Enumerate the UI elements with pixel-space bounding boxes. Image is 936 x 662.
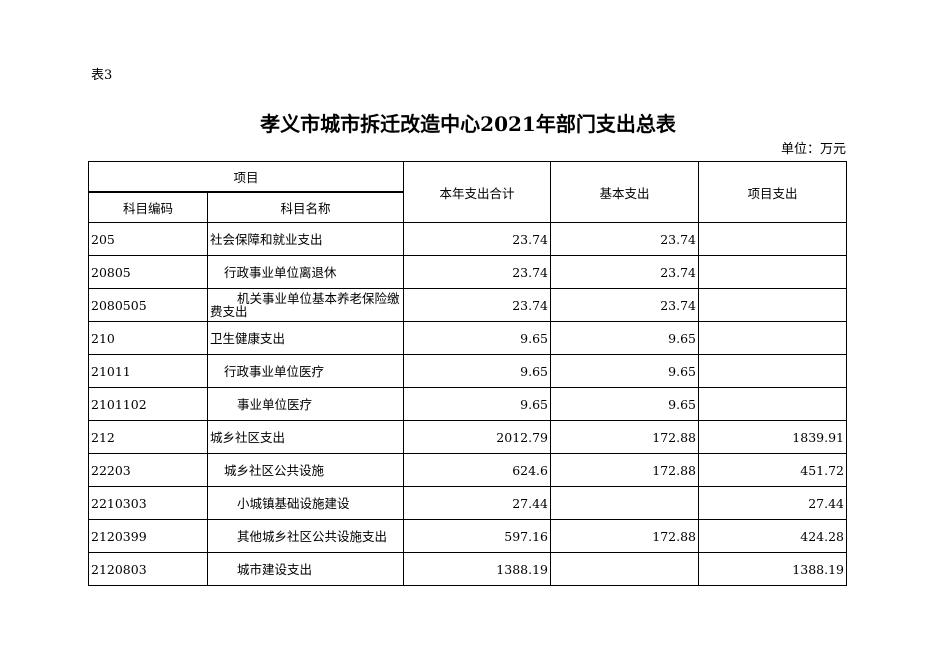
row-project [698,288,847,322]
row-basic: 23.74 [550,255,699,289]
row-basic [550,486,699,520]
row-project: 424.28 [698,519,847,553]
row-name: 行政事业单位离退休 [207,255,404,289]
table-row: 205 社会保障和就业支出 23.74 23.74 [88,222,847,256]
table-row: 2120399 其他城乡社区公共设施支出 597.16 172.88 424.28 [88,519,847,553]
row-total: 2012.79 [403,420,551,454]
row-code: 21011 [88,354,208,388]
row-name: 城乡社区支出 [207,420,404,454]
table-row: 22203 城乡社区公共设施 624.6 172.88 451.72 [88,453,847,487]
row-name: 城市建设支出 [207,552,404,586]
row-total: 23.74 [403,288,551,322]
row-total: 27.44 [403,486,551,520]
row-name: 机关事业单位基本养老保险缴费支出 [207,288,404,322]
expenditure-table: 项目 本年支出合计 基本支出 项目支出 科目编码 科目名称 205 社会保障和就业… [88,161,847,586]
table-row: 2080505 机关事业单位基本养老保险缴费支出 23.74 23.74 [88,288,847,322]
row-total: 1388.19 [403,552,551,586]
row-project: 27.44 [698,486,847,520]
header-project-group: 项目 [88,161,404,193]
row-basic: 172.88 [550,519,699,553]
row-basic: 9.65 [550,321,699,355]
table-row: 2210303 小城镇基础设施建设 27.44 27.44 [88,486,847,520]
row-basic [550,552,699,586]
row-name: 其他城乡社区公共设施支出 [207,519,404,553]
row-basic: 172.88 [550,453,699,487]
row-code: 2080505 [88,288,208,322]
row-code: 2210303 [88,486,208,520]
row-basic: 9.65 [550,387,699,421]
header-name: 科目名称 [207,191,404,223]
row-total: 597.16 [403,519,551,553]
table-row: 2101102 事业单位医疗 9.65 9.65 [88,387,847,421]
header-project-expense: 项目支出 [698,161,847,223]
row-total: 9.65 [403,321,551,355]
row-total: 9.65 [403,387,551,421]
row-total: 624.6 [403,453,551,487]
table-row: 20805 行政事业单位离退休 23.74 23.74 [88,255,847,289]
row-project: 451.72 [698,453,847,487]
row-project [698,222,847,256]
row-code: 22203 [88,453,208,487]
table-row: 2120803 城市建设支出 1388.19 1388.19 [88,552,847,586]
row-name: 事业单位医疗 [207,387,404,421]
header-basic: 基本支出 [550,161,699,223]
row-name: 城乡社区公共设施 [207,453,404,487]
row-project [698,321,847,355]
row-code: 205 [88,222,208,256]
row-code: 212 [88,420,208,454]
table-label: 表3 [91,68,113,83]
header-code: 科目编码 [88,191,208,223]
row-project: 1839.91 [698,420,847,454]
row-basic: 23.74 [550,222,699,256]
row-project [698,255,847,289]
row-basic: 172.88 [550,420,699,454]
table-row: 210 卫生健康支出 9.65 9.65 [88,321,847,355]
row-name: 社会保障和就业支出 [207,222,404,256]
row-name: 卫生健康支出 [207,321,404,355]
table-row: 212 城乡社区支出 2012.79 172.88 1839.91 [88,420,847,454]
unit-label: 单位：万元 [780,142,846,157]
row-project: 1388.19 [698,552,847,586]
row-name: 行政事业单位医疗 [207,354,404,388]
row-basic: 9.65 [550,354,699,388]
row-code: 20805 [88,255,208,289]
row-project [698,387,847,421]
row-code: 2101102 [88,387,208,421]
table-row: 21011 行政事业单位医疗 9.65 9.65 [88,354,847,388]
row-name: 小城镇基础设施建设 [207,486,404,520]
row-code: 2120399 [88,519,208,553]
row-code: 2120803 [88,552,208,586]
row-total: 9.65 [403,354,551,388]
page-title: 孝义市城市拆迁改造中心2021年部门支出总表 [260,112,676,136]
row-project [698,354,847,388]
header-total: 本年支出合计 [403,161,551,223]
row-total: 23.74 [403,222,551,256]
row-code: 210 [88,321,208,355]
row-basic: 23.74 [550,288,699,322]
row-total: 23.74 [403,255,551,289]
